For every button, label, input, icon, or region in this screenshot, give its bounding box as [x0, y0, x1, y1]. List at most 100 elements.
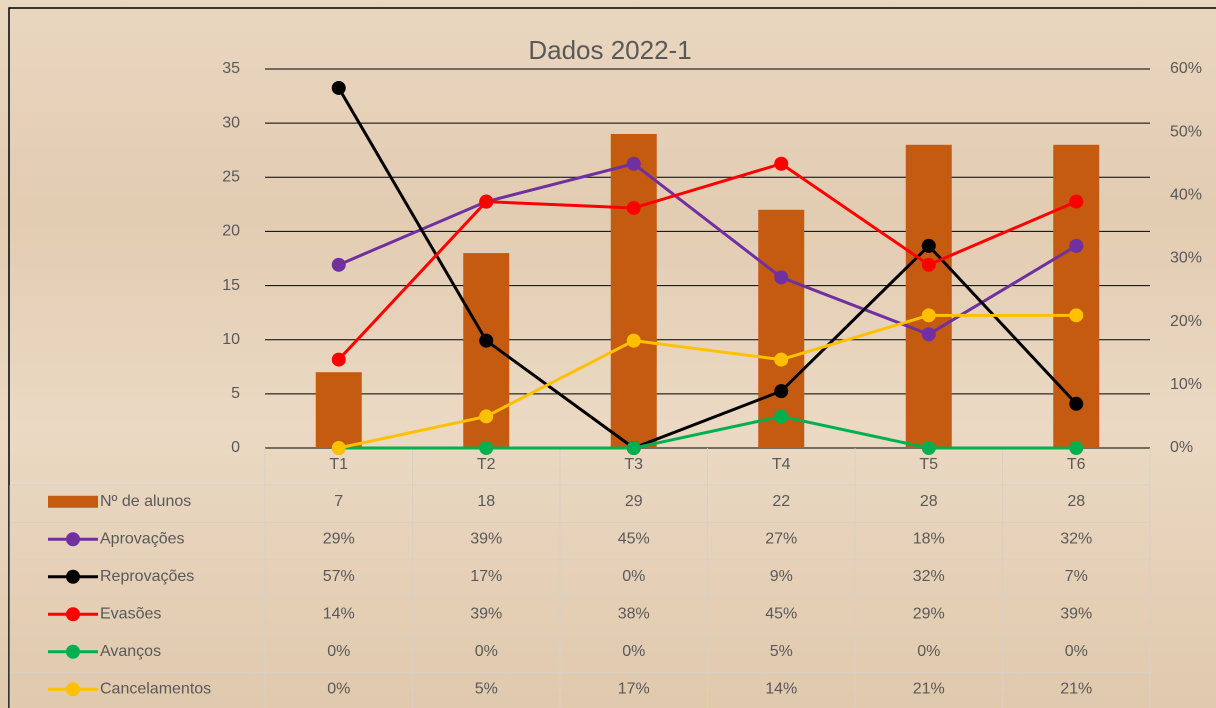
marker [479, 409, 494, 424]
table-cell: 0% [1065, 643, 1088, 660]
y-tick-label: 5 [231, 385, 240, 402]
legend-marker [66, 532, 80, 547]
x-tick-label: T4 [772, 456, 791, 473]
y-tick-label: 0 [231, 439, 240, 456]
bar [758, 209, 805, 448]
table-cell: 0% [622, 643, 645, 660]
table-cell: 32% [1060, 530, 1092, 547]
table-cell: 0% [327, 680, 350, 697]
table-cell: 14% [765, 680, 797, 697]
table-cell: 21% [1060, 680, 1092, 697]
marker [1069, 308, 1084, 323]
y2-tick-label: 30% [1170, 250, 1202, 267]
y-tick-label: 35 [222, 60, 240, 77]
marker [774, 352, 789, 367]
marker [479, 441, 494, 455]
table-cell: 27% [765, 530, 797, 547]
marker [626, 156, 641, 171]
table-cell: 29% [913, 605, 945, 622]
chart-title: Dados 2022-1 [528, 35, 691, 65]
legend-label: Aprovações [100, 530, 185, 547]
y2-tick-label: 0% [1170, 439, 1193, 456]
table-cell: 5% [475, 680, 498, 697]
table-cell: 22 [772, 493, 790, 510]
legend-marker [66, 607, 80, 622]
frame [8, 7, 1216, 708]
marker [921, 257, 936, 272]
marker [331, 352, 346, 367]
marker [921, 327, 936, 342]
marker [774, 270, 789, 285]
marker [479, 333, 494, 348]
x-tick-label: T2 [477, 456, 496, 473]
table-cell: 28 [1067, 493, 1085, 510]
table-cell: 29% [323, 530, 355, 547]
table-cell: 0% [622, 568, 645, 585]
table-cell: 32% [913, 568, 945, 585]
table-cell: 28 [920, 493, 938, 510]
legend-marker [66, 569, 80, 584]
marker [331, 257, 346, 272]
marker [774, 384, 789, 399]
y-tick-label: 30 [222, 114, 240, 131]
marker [626, 200, 641, 215]
marker [1069, 441, 1084, 455]
marker [479, 194, 494, 209]
table-cell: 39% [470, 530, 502, 547]
marker [774, 409, 789, 424]
y2-tick-label: 10% [1170, 376, 1202, 393]
marker [921, 308, 936, 323]
table-cell: 0% [475, 643, 498, 660]
table-cell: 57% [323, 568, 355, 585]
x-tick-label: T1 [329, 456, 348, 473]
table-cell: 21% [913, 680, 945, 697]
line [337, 87, 1078, 450]
table-cell: 29 [625, 493, 643, 510]
marker [921, 238, 936, 253]
marker [1069, 238, 1084, 253]
x-tick-label: T6 [1067, 456, 1086, 473]
bar [315, 372, 362, 448]
legend-label: Nº de alunos [100, 493, 191, 510]
x-tick-label: T5 [919, 456, 938, 473]
y-tick-label: 25 [222, 169, 240, 186]
legend-swatch [48, 495, 98, 508]
y2-tick-label: 20% [1170, 313, 1202, 330]
table-cell: 0% [917, 643, 940, 660]
y-tick-label: 20 [222, 223, 240, 240]
legend-label: Avanços [100, 643, 161, 660]
y2-tick-label: 40% [1170, 187, 1202, 204]
table-cell: 18 [477, 493, 495, 510]
line [338, 162, 1078, 336]
table-cell: 7 [334, 493, 343, 510]
line [337, 162, 1077, 361]
table-cell: 7% [1065, 568, 1088, 585]
y-tick-label: 15 [222, 277, 240, 294]
table-cell: 39% [1060, 605, 1092, 622]
legend-marker [66, 644, 80, 659]
y-tick-label: 10 [222, 331, 240, 348]
line [338, 414, 1077, 450]
table-cell: 17% [618, 680, 650, 697]
marker [331, 441, 346, 455]
table-cell: 18% [913, 530, 945, 547]
bar [610, 133, 657, 448]
bar [905, 144, 952, 449]
legend-label: Reprovações [100, 568, 194, 585]
table-cell: 5% [770, 643, 793, 660]
marker [626, 441, 641, 455]
y2-tick-label: 50% [1170, 123, 1202, 140]
marker [1069, 396, 1084, 411]
y2-tick-label: 60% [1170, 60, 1202, 77]
legend-label: Evasões [100, 605, 161, 622]
legend-label: Cancelamentos [100, 680, 211, 697]
marker [774, 156, 789, 171]
table-cell: 14% [323, 605, 355, 622]
table-cell: 9% [770, 568, 793, 585]
legend-marker [66, 682, 80, 697]
table-cell: 45% [618, 530, 650, 547]
marker [626, 333, 641, 348]
table-cell: 38% [618, 605, 650, 622]
marker [921, 441, 936, 455]
